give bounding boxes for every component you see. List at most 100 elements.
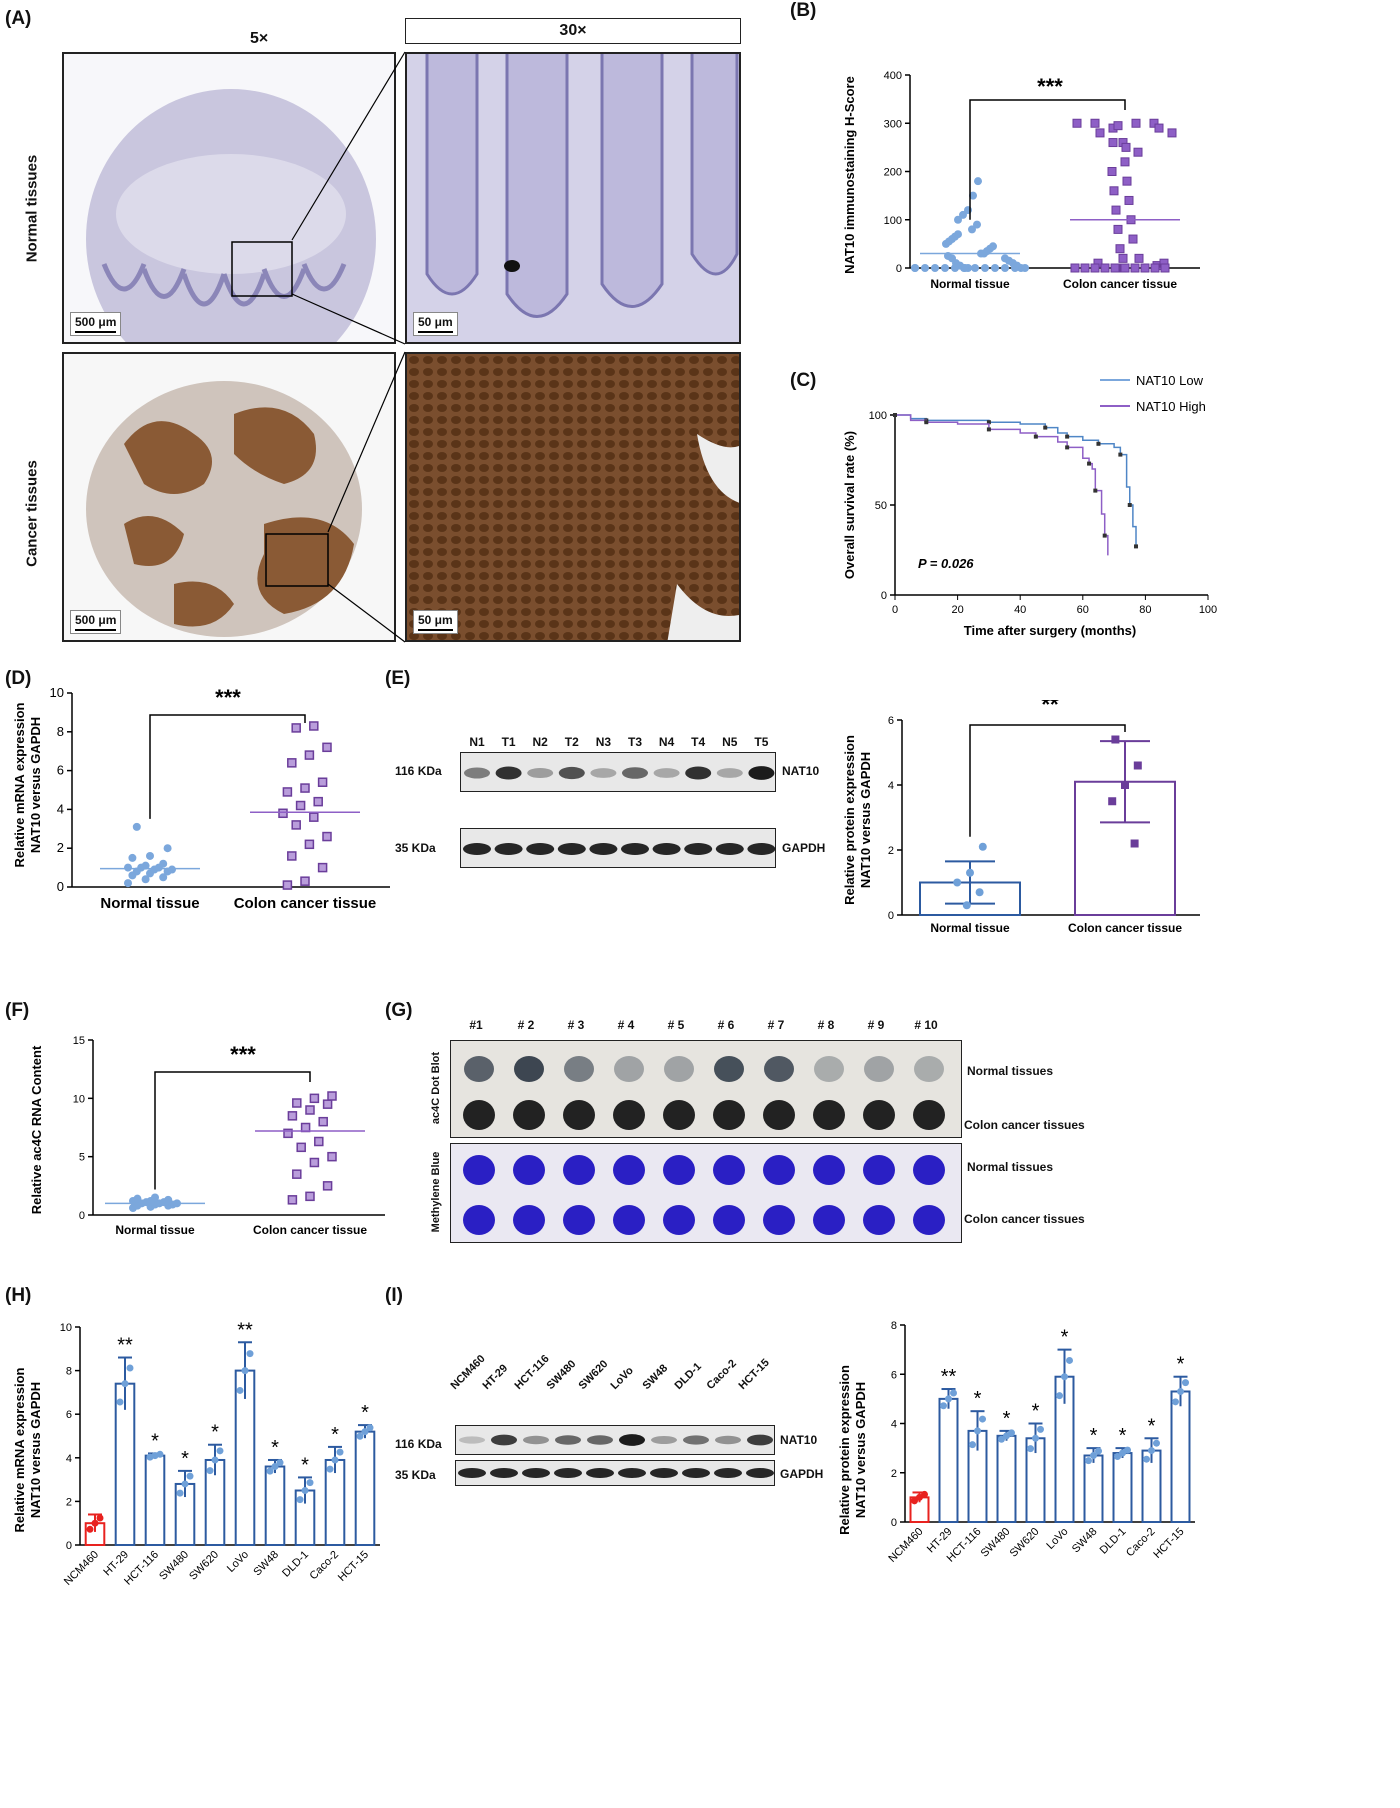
survival-line bbox=[895, 414, 1137, 547]
data-point bbox=[1090, 1452, 1097, 1460]
data-point bbox=[1090, 263, 1100, 273]
data-point bbox=[1011, 264, 1019, 272]
y-tick-label: 5 bbox=[79, 1152, 85, 1164]
dot bbox=[613, 1100, 645, 1130]
data-point bbox=[300, 783, 310, 793]
data-point bbox=[1121, 142, 1131, 152]
panel-h-chart: Relative mRNA expression NAT10 versus GA… bbox=[12, 1319, 380, 1588]
dot bbox=[513, 1100, 545, 1130]
band bbox=[622, 767, 648, 779]
data-point bbox=[292, 1098, 302, 1108]
dot bbox=[764, 1056, 794, 1082]
panel-c-ylabel: Overall survival rate (%) bbox=[842, 431, 857, 579]
sig-star: * bbox=[1119, 1425, 1127, 1447]
sample-label: # 2 bbox=[517, 1018, 535, 1032]
cancer-low-mag-image: 500 μm bbox=[62, 352, 396, 642]
band bbox=[746, 1468, 774, 1478]
sig-bracket bbox=[969, 724, 1126, 837]
data-point bbox=[271, 1463, 279, 1471]
x-tick-label: DLD-1 bbox=[280, 1549, 311, 1580]
lane-label: SW48 bbox=[640, 1362, 671, 1392]
data-point bbox=[1111, 205, 1121, 215]
band bbox=[747, 1434, 773, 1446]
lane-label: Caco-2 bbox=[704, 1357, 739, 1392]
data-point bbox=[1080, 263, 1090, 273]
data-point bbox=[1140, 263, 1150, 273]
panel-i-chart: Relative protein expression NAT10 versus… bbox=[837, 1320, 1195, 1565]
data-point bbox=[211, 1456, 219, 1464]
data-point bbox=[1001, 254, 1009, 263]
band bbox=[652, 843, 681, 855]
scale-bar-normal-low: 500 μm bbox=[70, 312, 122, 336]
data-point bbox=[991, 264, 999, 272]
bar bbox=[264, 1465, 286, 1547]
data-point bbox=[283, 1128, 293, 1139]
data-point bbox=[1167, 128, 1177, 138]
dot bbox=[863, 1155, 895, 1185]
zoom-lines bbox=[291, 51, 406, 643]
panel-b-ylabel: NAT10 immunostaining H-Score bbox=[842, 76, 857, 274]
data-point bbox=[96, 1514, 104, 1522]
panel-e-gapdh-blot bbox=[460, 828, 776, 868]
sample-label: #1 bbox=[469, 1018, 483, 1032]
panel-i-lanes: NCM460 HT-29 HCT-116 SW480 SW620 LoVo SW48 DLD-… bbox=[449, 1353, 775, 1420]
data-point bbox=[1115, 244, 1125, 254]
data-point bbox=[1111, 735, 1120, 744]
data-point bbox=[168, 865, 176, 874]
data-point bbox=[313, 796, 323, 807]
data-point bbox=[1008, 1429, 1015, 1437]
y-tick-label: 4 bbox=[891, 1419, 897, 1431]
dot bbox=[763, 1100, 795, 1130]
sig-star: * bbox=[211, 1422, 219, 1444]
data-point bbox=[309, 1093, 320, 1104]
data-point bbox=[132, 822, 141, 831]
lane-label: T2 bbox=[564, 735, 579, 749]
data-point bbox=[1113, 224, 1123, 234]
sample-label: # 5 bbox=[667, 1018, 685, 1032]
y-tick-label: 0 bbox=[79, 1210, 85, 1222]
data-point bbox=[287, 851, 297, 861]
data-point bbox=[322, 831, 332, 842]
censor-mark bbox=[1093, 488, 1098, 493]
dot bbox=[914, 1056, 944, 1082]
y-tick-label: 0 bbox=[888, 910, 894, 922]
data-point bbox=[968, 225, 976, 234]
data-point bbox=[318, 1116, 328, 1127]
data-point bbox=[1056, 1392, 1063, 1400]
panel-e-label: (E) bbox=[385, 668, 411, 689]
svg-text:***: *** bbox=[215, 685, 241, 710]
censor-mark bbox=[1087, 461, 1092, 466]
data-point bbox=[91, 1519, 99, 1527]
data-point bbox=[1133, 761, 1142, 770]
data-point bbox=[246, 1350, 254, 1358]
panel-c-label: (C) bbox=[790, 370, 817, 391]
data-point bbox=[921, 1490, 928, 1498]
bar bbox=[1112, 1452, 1133, 1523]
svg-text:Relative protein expression: Relative protein expression bbox=[842, 735, 857, 905]
panel-c-chart: Overall survival rate (%) Time after sur… bbox=[842, 373, 1217, 638]
x-tick-label: 0 bbox=[892, 604, 898, 616]
lane-label: NCM460 bbox=[448, 1352, 488, 1392]
band bbox=[683, 1435, 709, 1445]
x-tick-label: NCM460 bbox=[886, 1526, 925, 1565]
data-point bbox=[1085, 1457, 1092, 1465]
y-tick-label: 2 bbox=[57, 840, 64, 855]
data-point bbox=[954, 215, 962, 224]
sig-star: ** bbox=[117, 1335, 133, 1357]
lane-label: T5 bbox=[754, 735, 769, 749]
data-point bbox=[356, 1432, 364, 1440]
data-point bbox=[159, 859, 168, 868]
data-point bbox=[1124, 195, 1134, 205]
data-point bbox=[331, 1456, 339, 1464]
data-point bbox=[241, 1367, 249, 1375]
data-point bbox=[1037, 1425, 1044, 1433]
data-point bbox=[962, 901, 971, 910]
data-point bbox=[1131, 118, 1141, 128]
panel-b-sig: *** bbox=[1037, 74, 1063, 99]
x-tick-label: 40 bbox=[1014, 604, 1026, 616]
mag-low-label: 5× bbox=[250, 30, 269, 47]
dot bbox=[814, 1056, 844, 1082]
censor-mark bbox=[1065, 434, 1070, 439]
data-point bbox=[361, 1428, 369, 1436]
data-point bbox=[966, 868, 974, 877]
